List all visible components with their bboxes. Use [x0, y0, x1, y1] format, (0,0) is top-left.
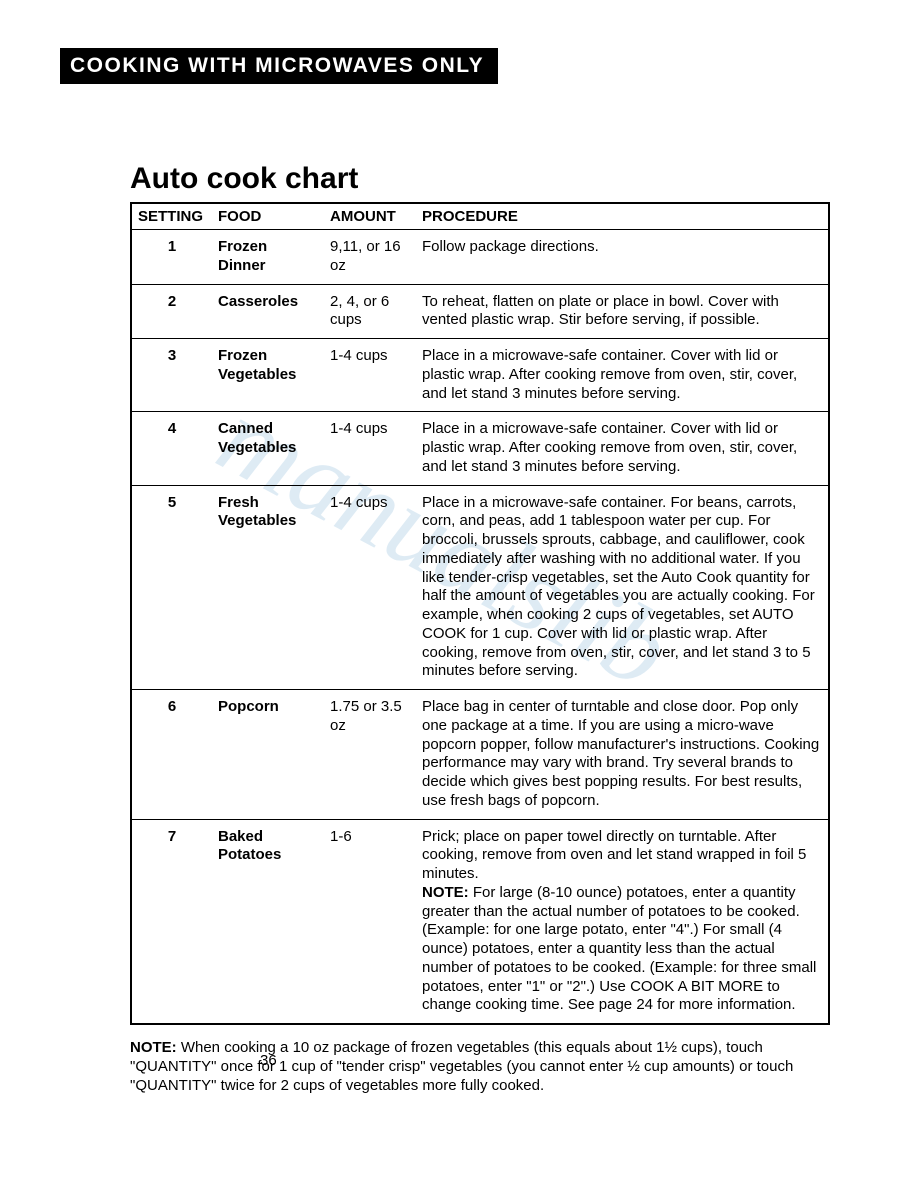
- cell-setting: 3: [131, 339, 212, 412]
- col-header-setting: SETTING: [131, 203, 212, 230]
- cell-procedure: Place in a microwave-safe container. For…: [416, 485, 829, 690]
- cell-food: Popcorn: [212, 690, 324, 820]
- table-row: 1 Frozen Dinner 9,11, or 16 oz Follow pa…: [131, 230, 829, 285]
- footer-note-label: NOTE:: [130, 1039, 177, 1056]
- cell-food: Canned Vegetables: [212, 412, 324, 485]
- cell-setting: 7: [131, 819, 212, 1024]
- cell-setting: 1: [131, 230, 212, 285]
- cell-amount: 1-4 cups: [324, 339, 416, 412]
- table-header-row: SETTING FOOD AMOUNT PROCEDURE: [131, 203, 829, 230]
- cell-procedure: Place in a microwave-safe container. Cov…: [416, 412, 829, 485]
- col-header-procedure: PROCEDURE: [416, 203, 829, 230]
- cell-procedure: Place in a microwave-safe container. Cov…: [416, 339, 829, 412]
- cell-food: Frozen Dinner: [212, 230, 324, 285]
- page-title: Auto cook chart: [130, 162, 858, 196]
- cell-procedure: Prick; place on paper towel directly on …: [416, 819, 829, 1024]
- table-row: 6 Popcorn 1.75 or 3.5 oz Place bag in ce…: [131, 690, 829, 820]
- procedure-note-text: For large (8-10 ounce) potatoes, enter a…: [422, 884, 816, 1014]
- procedure-note-label: NOTE:: [422, 884, 469, 901]
- col-header-amount: AMOUNT: [324, 203, 416, 230]
- auto-cook-table: SETTING FOOD AMOUNT PROCEDURE 1 Frozen D…: [130, 202, 830, 1025]
- cell-setting: 5: [131, 485, 212, 690]
- cell-amount: 1-6: [324, 819, 416, 1024]
- cell-procedure: To reheat, flatten on plate or place in …: [416, 284, 829, 339]
- cell-amount: 9,11, or 16 oz: [324, 230, 416, 285]
- col-header-food: FOOD: [212, 203, 324, 230]
- table-row: 4 Canned Vegetables 1-4 cups Place in a …: [131, 412, 829, 485]
- page-number: 36: [260, 1052, 277, 1069]
- cell-procedure: Place bag in center of turntable and clo…: [416, 690, 829, 820]
- footer-note: NOTE: When cooking a 10 oz package of fr…: [130, 1039, 830, 1095]
- section-header-bar: COOKING WITH MICROWAVES ONLY: [60, 48, 498, 84]
- cell-procedure: Follow package directions.: [416, 230, 829, 285]
- cell-amount: 1-4 cups: [324, 485, 416, 690]
- procedure-intro: Prick; place on paper towel directly on …: [422, 828, 806, 883]
- cell-food: Fresh Vegetables: [212, 485, 324, 690]
- footer-note-text: When cooking a 10 oz package of frozen v…: [130, 1039, 793, 1094]
- cell-amount: 1-4 cups: [324, 412, 416, 485]
- table-row: 2 Casseroles 2, 4, or 6 cups To reheat, …: [131, 284, 829, 339]
- cell-food: Frozen Vegetables: [212, 339, 324, 412]
- table-row: 5 Fresh Vegetables 1-4 cups Place in a m…: [131, 485, 829, 690]
- cell-setting: 6: [131, 690, 212, 820]
- cell-setting: 2: [131, 284, 212, 339]
- cell-amount: 2, 4, or 6 cups: [324, 284, 416, 339]
- table-row: 3 Frozen Vegetables 1-4 cups Place in a …: [131, 339, 829, 412]
- cell-food: Baked Potatoes: [212, 819, 324, 1024]
- cell-setting: 4: [131, 412, 212, 485]
- cell-amount: 1.75 or 3.5 oz: [324, 690, 416, 820]
- cell-food: Casseroles: [212, 284, 324, 339]
- table-row: 7 Baked Potatoes 1-6 Prick; place on pap…: [131, 819, 829, 1024]
